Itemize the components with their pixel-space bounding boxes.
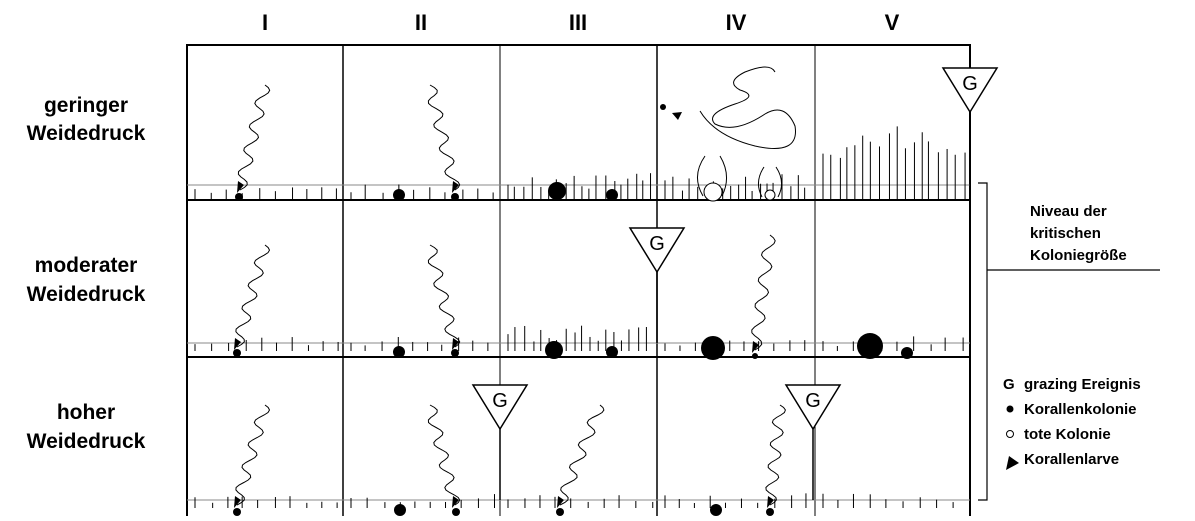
larva-head (767, 496, 774, 508)
colony (451, 193, 459, 201)
row-label: Weidedruck (27, 122, 146, 145)
colony (752, 353, 758, 359)
column-header: V (885, 10, 900, 35)
larva-path (237, 84, 271, 191)
row-label: geringer (44, 94, 128, 117)
dead-outline (697, 155, 782, 198)
larva-path (235, 244, 271, 348)
legend-text: Korallenlarve (1024, 451, 1119, 468)
colony (451, 349, 459, 357)
grid (186, 44, 1160, 521)
larva-head (452, 181, 459, 193)
grazing-triangle (784, 384, 842, 431)
colony (548, 182, 566, 200)
colony (766, 508, 774, 516)
larva-path (427, 84, 461, 191)
colony (556, 508, 564, 516)
dead-colony (764, 189, 776, 201)
larva-head (234, 496, 241, 508)
larva-head (557, 496, 564, 508)
larva-path (427, 244, 461, 348)
legend-dead-icon (1006, 430, 1014, 438)
grazing-label: G (805, 390, 821, 412)
grazing-label: G (649, 233, 665, 255)
colony (660, 104, 666, 110)
grazing-label: G (492, 390, 508, 412)
colony (857, 333, 883, 359)
legend-text: grazing Ereignis (1024, 376, 1141, 393)
column-header: III (569, 10, 587, 35)
colony (393, 189, 405, 201)
legend-colony-icon (1006, 405, 1014, 413)
larva-path (235, 404, 271, 506)
larva-path (427, 404, 461, 506)
legend-text: Korallenkolonie (1024, 401, 1137, 418)
legend-larva-icon (1006, 456, 1019, 470)
larva-head (237, 181, 244, 193)
decoration (194, 66, 999, 516)
grazing-label: G (962, 73, 978, 95)
larva-path (765, 404, 786, 506)
larva-head (752, 341, 759, 353)
colony (393, 346, 405, 358)
dead-colony (703, 182, 723, 202)
grazing-triangle (941, 67, 999, 114)
bracket (978, 182, 988, 501)
legend-text: tote Kolonie (1024, 426, 1111, 443)
colony (701, 336, 725, 360)
larva-head (234, 338, 241, 350)
colony (710, 504, 722, 516)
column-header: IV (726, 10, 747, 35)
larva-head (452, 496, 459, 508)
legend-symbol: G (1003, 376, 1015, 393)
column-header: II (415, 10, 427, 35)
critical-label: kritischen (1030, 225, 1101, 242)
critical-label: Koloniegröße (1030, 247, 1127, 264)
colony (233, 349, 241, 357)
larva-path (699, 66, 796, 149)
row-label: hoher (57, 401, 115, 424)
larva-path (751, 234, 776, 351)
grazing-triangle (628, 227, 686, 274)
colony (233, 508, 241, 516)
critical-label: Niveau der (1030, 203, 1107, 220)
larva-path (559, 404, 605, 506)
colony (606, 189, 618, 201)
colony (545, 341, 563, 359)
colony (235, 193, 243, 201)
row-label: Weidedruck (27, 283, 146, 306)
row-label: moderater (35, 254, 138, 277)
colony (901, 347, 913, 359)
colony (606, 346, 618, 358)
colony (394, 504, 406, 516)
grazing-triangle (471, 384, 529, 431)
larva-head (672, 112, 682, 120)
row-label: Weidedruck (27, 430, 146, 453)
larva-head (452, 338, 459, 350)
column-header: I (262, 10, 268, 35)
frame (186, 44, 971, 521)
colony (452, 508, 460, 516)
